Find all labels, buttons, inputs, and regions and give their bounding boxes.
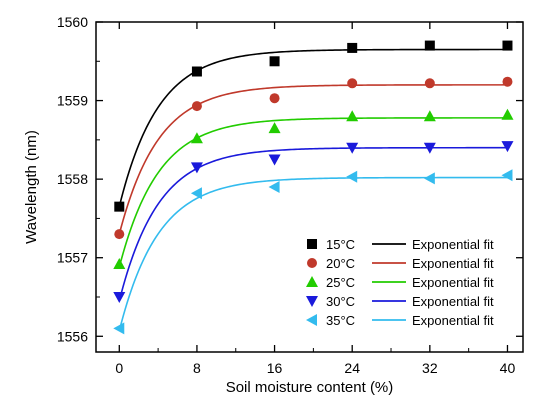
legend-fit-label: Exponential fit (412, 275, 494, 290)
legend: 15°C Exponential fit 20°C Exponential fit 25… (306, 237, 494, 328)
legend-marker-series-5 (306, 314, 317, 326)
data-point-series-1 (114, 201, 125, 212)
legend-series-name: 15°C (326, 237, 355, 252)
data-point-series-2 (191, 101, 202, 112)
legend-series-name: 35°C (326, 313, 355, 328)
data-point-series-4 (346, 142, 359, 154)
data-point-series-4 (190, 162, 203, 174)
axis-ticks (96, 21, 523, 352)
data-point-series-5 (346, 170, 358, 183)
data-point-series-3 (346, 110, 359, 122)
data-point-series-5 (268, 181, 280, 193)
data-point-series-2 (269, 93, 280, 104)
y-tick-label: 1560 (57, 14, 88, 30)
x-tick-label: 24 (344, 360, 360, 376)
data-point-series-5 (423, 172, 435, 185)
data-point-series-5 (113, 322, 125, 335)
data-point-series-4 (268, 154, 281, 166)
data-point-series-4 (501, 141, 514, 153)
data-point-series-1 (502, 40, 513, 51)
data-point-series-5 (501, 169, 513, 182)
legend-series-name: 30°C (326, 294, 355, 309)
fit-curves (118, 48, 508, 331)
fit-curve-series-4 (118, 146, 508, 302)
y-tick-label: 1558 (57, 171, 88, 187)
y-tick-label: 1556 (57, 328, 88, 344)
tick-labels: 0 8 16 24 32 40 1556 1557 1558 1559 1560 (57, 14, 516, 376)
legend-marker-series-2 (307, 258, 317, 268)
x-tick-label: 16 (267, 360, 283, 376)
data-point-series-4 (423, 142, 436, 154)
data-point-series-2 (502, 76, 513, 87)
plot-frame (95, 21, 524, 353)
fit-curve-series-2 (118, 84, 508, 235)
data-point-series-3 (113, 258, 126, 269)
x-tick-label: 40 (500, 360, 516, 376)
data-points (113, 40, 514, 335)
legend-series-name: 20°C (326, 256, 355, 271)
y-axis-title: Wavelength (nm) (23, 130, 40, 244)
y-tick-label: 1557 (57, 250, 88, 266)
data-point-series-3 (423, 110, 436, 122)
data-point-series-1 (269, 56, 280, 67)
y-tick-label: 1559 (57, 93, 88, 109)
data-point-series-2 (114, 229, 125, 240)
legend-fit-label: Exponential fit (412, 256, 494, 271)
data-point-series-4 (113, 292, 126, 303)
x-tick-label: 0 (115, 360, 123, 376)
data-point-series-1 (347, 42, 358, 53)
legend-marker-series-1 (307, 239, 317, 249)
legend-marker-series-3 (306, 276, 318, 287)
x-tick-label: 8 (193, 360, 201, 376)
fit-curve-series-3 (118, 117, 508, 268)
legend-fit-label: Exponential fit (412, 313, 494, 328)
legend-fit-label: Exponential fit (412, 237, 494, 252)
data-point-series-2 (347, 78, 358, 89)
data-point-series-1 (424, 40, 435, 51)
legend-marker-series-4 (306, 296, 318, 307)
legend-fit-label: Exponential fit (412, 294, 494, 309)
legend-series-name: 25°C (326, 275, 355, 290)
x-axis-title: Soil moisture content (%) (226, 379, 394, 396)
data-point-series-2 (424, 78, 435, 89)
data-point-series-5 (190, 187, 202, 200)
fit-curve-series-5 (118, 176, 508, 331)
data-point-series-3 (501, 108, 514, 120)
data-point-series-1 (191, 66, 202, 77)
fit-curve-series-1 (118, 48, 508, 207)
data-point-series-3 (190, 132, 203, 144)
x-tick-label: 32 (422, 360, 438, 376)
data-point-series-3 (268, 122, 281, 134)
